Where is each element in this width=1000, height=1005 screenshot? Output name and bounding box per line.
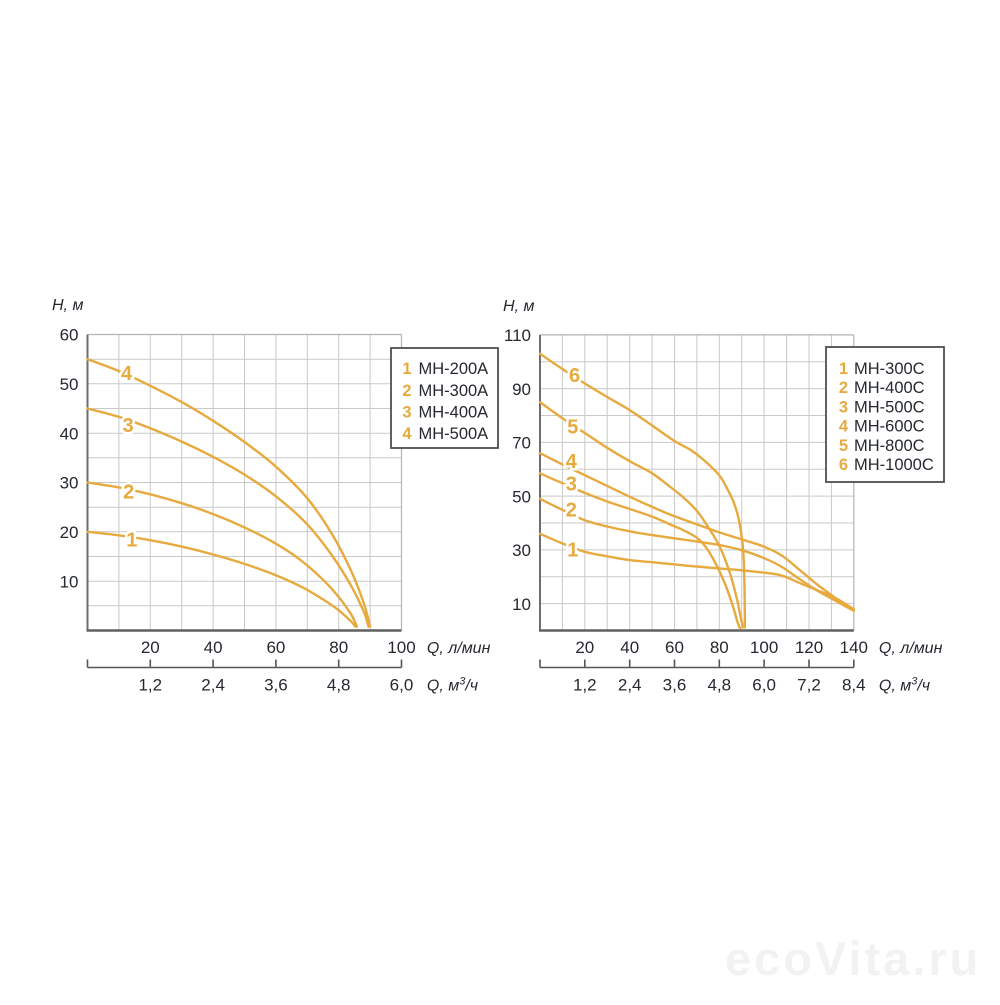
svg-text:120: 120 <box>795 638 823 657</box>
svg-text:2: 2 <box>839 379 848 397</box>
svg-text:40: 40 <box>60 424 79 443</box>
svg-text:2,4: 2,4 <box>618 676 642 695</box>
svg-text:2: 2 <box>566 500 577 522</box>
svg-text:2: 2 <box>402 382 411 400</box>
svg-text:1,2: 1,2 <box>573 676 597 695</box>
svg-text:30: 30 <box>512 541 531 560</box>
svg-text:3,6: 3,6 <box>264 676 288 695</box>
svg-text:60: 60 <box>266 638 285 657</box>
svg-text:20: 20 <box>575 638 594 657</box>
svg-text:Q, м3/ч: Q, м3/ч <box>879 676 930 695</box>
svg-text:6: 6 <box>569 365 580 387</box>
svg-text:2,4: 2,4 <box>201 676 225 695</box>
svg-text:МН-300А: МН-300А <box>419 382 489 400</box>
svg-text:70: 70 <box>512 434 531 453</box>
svg-text:ecoVita.ru: ecoVita.ru <box>725 932 981 985</box>
svg-text:МН-800С: МН-800С <box>854 437 925 455</box>
svg-text:110: 110 <box>504 326 531 345</box>
svg-text:8,4: 8,4 <box>842 676 866 695</box>
svg-text:H, м: H, м <box>503 298 534 315</box>
svg-text:4: 4 <box>566 451 578 473</box>
svg-text:7,2: 7,2 <box>797 676 821 695</box>
svg-text:6,0: 6,0 <box>752 676 776 695</box>
svg-text:МН-200А: МН-200А <box>419 360 489 378</box>
svg-text:80: 80 <box>710 638 729 657</box>
svg-text:40: 40 <box>620 638 639 657</box>
svg-text:1: 1 <box>567 539 578 561</box>
svg-text:90: 90 <box>512 380 531 399</box>
svg-text:H, м: H, м <box>52 297 83 314</box>
svg-text:50: 50 <box>512 487 531 506</box>
svg-text:20: 20 <box>141 638 160 657</box>
svg-text:30: 30 <box>60 474 79 493</box>
svg-text:МН-400А: МН-400А <box>419 403 489 421</box>
svg-text:60: 60 <box>60 326 79 345</box>
svg-text:1: 1 <box>126 530 137 552</box>
svg-text:10: 10 <box>512 595 531 614</box>
svg-text:60: 60 <box>665 638 684 657</box>
svg-text:4,8: 4,8 <box>327 676 351 695</box>
svg-text:МН-600С: МН-600С <box>854 418 925 436</box>
svg-text:МН-400С: МН-400С <box>854 379 925 397</box>
svg-text:МН-1000С: МН-1000С <box>854 456 934 474</box>
svg-text:МН-500А: МН-500А <box>419 425 489 443</box>
svg-text:Q, м3/ч: Q, м3/ч <box>427 676 478 695</box>
svg-text:3: 3 <box>122 415 133 437</box>
svg-text:40: 40 <box>204 638 223 657</box>
svg-text:5: 5 <box>567 417 578 439</box>
svg-text:100: 100 <box>750 638 778 657</box>
svg-text:3: 3 <box>402 403 411 421</box>
svg-text:10: 10 <box>60 572 79 591</box>
svg-text:20: 20 <box>60 523 79 542</box>
svg-text:МН-500С: МН-500С <box>854 398 925 416</box>
svg-text:100: 100 <box>387 638 415 657</box>
svg-text:6: 6 <box>839 456 848 474</box>
svg-text:1: 1 <box>402 360 411 378</box>
svg-text:6,0: 6,0 <box>390 676 414 695</box>
svg-text:3: 3 <box>839 398 848 416</box>
svg-text:4: 4 <box>402 425 412 443</box>
svg-text:3,6: 3,6 <box>663 676 687 695</box>
svg-text:5: 5 <box>839 437 848 455</box>
svg-text:1: 1 <box>839 360 848 378</box>
svg-text:50: 50 <box>60 375 79 394</box>
svg-text:4: 4 <box>839 418 849 436</box>
svg-text:Q, л/мин: Q, л/мин <box>879 640 943 657</box>
svg-text:140: 140 <box>840 638 868 657</box>
svg-text:80: 80 <box>329 638 348 657</box>
svg-text:Q, л/мин: Q, л/мин <box>427 640 491 657</box>
svg-text:МН-300С: МН-300С <box>854 360 925 378</box>
svg-text:2: 2 <box>123 482 134 504</box>
svg-text:1,2: 1,2 <box>138 676 162 695</box>
svg-text:4,8: 4,8 <box>707 676 731 695</box>
svg-text:3: 3 <box>566 474 577 496</box>
svg-text:4: 4 <box>121 363 133 385</box>
